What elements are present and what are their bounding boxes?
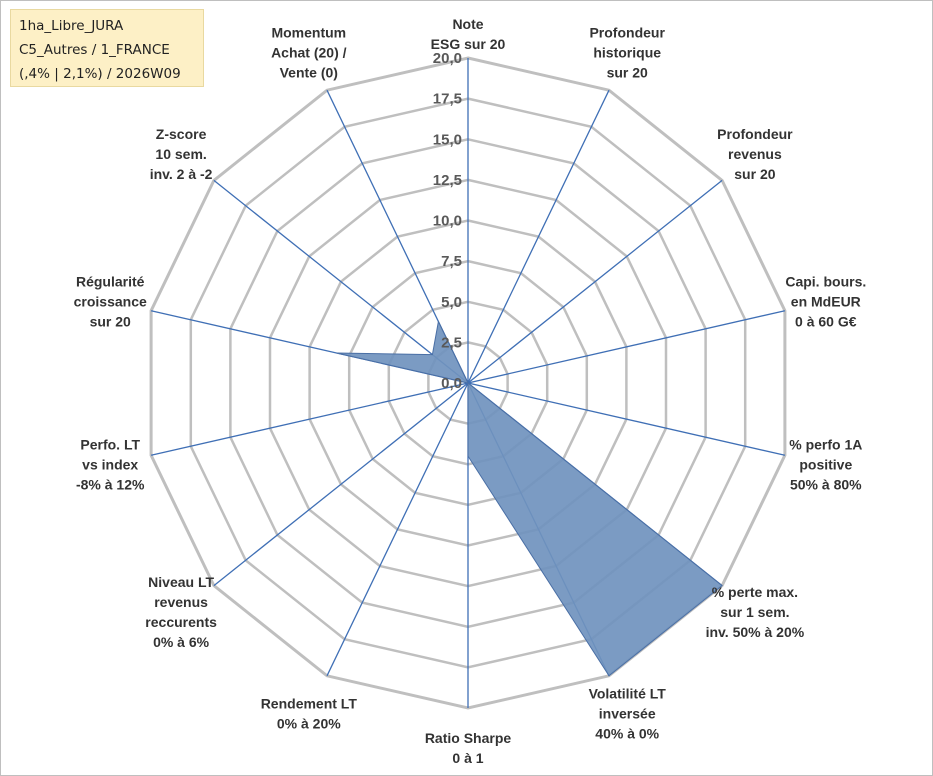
axis-spoke	[150, 382, 469, 456]
tick-label: 20,0	[433, 50, 462, 67]
tick-label: 5,0	[441, 294, 462, 311]
axis-label: Profondeur revenus sur 20	[717, 126, 793, 182]
info-line-1: 1ha_Libre_JURA	[19, 18, 124, 34]
tick-label: 7,5	[441, 253, 462, 270]
axis-label: Régularité croissance sur 20	[74, 273, 147, 329]
axis-label: Profondeur historique sur 20	[589, 24, 665, 80]
data-layer	[336, 319, 723, 677]
axis-label: Ratio Sharpe 0 à 1	[425, 730, 512, 766]
tick-label: 2,5	[441, 334, 462, 351]
info-line-3: (,4% | 2,1%) / 2026W09	[19, 66, 181, 82]
axis-spoke	[326, 382, 469, 677]
axis-spoke	[467, 310, 786, 384]
axis-spoke	[467, 89, 610, 384]
tick-label: 15,0	[433, 131, 462, 148]
axis-label: Rendement LT 0% à 20%	[261, 696, 358, 732]
tick-label: 12,5	[433, 172, 462, 189]
axis-label: % perfo 1A positive 50% à 80%	[789, 437, 862, 493]
axis-label: Note ESG sur 20	[431, 16, 506, 52]
axis-spoke	[467, 382, 786, 456]
axis-label: % perte max. sur 1 sem. inv. 50% à 20%	[706, 584, 805, 640]
tick-layer: 0,0 2,5 5,0 7,5 10,0 12,5 15,0 17,5 20,0	[433, 50, 462, 392]
axis-label: Niveau LT revenus reccurents 0% à 6%	[145, 574, 217, 650]
data-area	[336, 319, 723, 677]
label-layer: Note ESG sur 20 Profondeur historique sur 20…	[74, 16, 867, 766]
axis-label: Momentum Achat (20) / Vente (0)	[271, 24, 347, 80]
axis-label: Capi. bours. en MdEUR 0 à 60 G€	[785, 273, 866, 329]
info-box: 1ha_Libre_JURA C5_Autres / 1_FRANCE (,4%…	[10, 9, 204, 87]
axis-spoke	[467, 179, 723, 384]
info-line-2: C5_Autres / 1_FRANCE	[19, 42, 170, 58]
tick-label: 10,0	[433, 213, 462, 230]
axis-spoke	[213, 382, 469, 587]
axis-label: Volatilité LT inversée 40% à 0%	[589, 686, 667, 742]
tick-label: 0,0	[441, 375, 462, 392]
tick-label: 17,5	[433, 91, 462, 108]
axis-label: Perfo. LT vs index -8% à 12%	[76, 437, 145, 493]
axis-label: Z-score 10 sem. inv. 2 à -2	[150, 126, 213, 182]
axis-spoke	[213, 179, 469, 384]
